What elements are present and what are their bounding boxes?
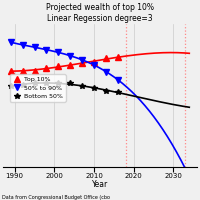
Bottom 50% xyxy=(45,82,48,85)
Bottom 50% xyxy=(81,85,83,87)
Top 10% xyxy=(45,67,48,70)
Bottom 50% xyxy=(21,83,24,86)
Top 10% xyxy=(105,57,107,60)
50% to 90% xyxy=(57,51,60,53)
Legend: Top 10%, 50% to 90%, Bottom 50%: Top 10%, 50% to 90%, Bottom 50% xyxy=(10,74,66,102)
Top 10% xyxy=(81,62,83,65)
Top 10% xyxy=(33,70,36,72)
Top 10% xyxy=(10,70,12,72)
Top 10% xyxy=(21,70,24,72)
Top 10% xyxy=(93,61,95,63)
Top 10% xyxy=(117,56,119,58)
Bottom 50% xyxy=(117,91,119,93)
50% to 90% xyxy=(69,55,71,57)
Text: Data from Congressional Budget Office (cbo: Data from Congressional Budget Office (c… xyxy=(2,195,110,200)
50% to 90% xyxy=(21,44,24,46)
50% to 90% xyxy=(105,71,107,73)
Line: 50% to 90%: 50% to 90% xyxy=(8,40,121,82)
Bottom 50% xyxy=(93,87,95,89)
Bottom 50% xyxy=(10,85,12,87)
50% to 90% xyxy=(117,78,119,81)
Line: Bottom 50%: Bottom 50% xyxy=(8,81,121,95)
Line: Top 10%: Top 10% xyxy=(8,54,121,74)
Bottom 50% xyxy=(33,82,36,85)
X-axis label: Year: Year xyxy=(92,180,108,189)
Top 10% xyxy=(57,65,60,67)
Title: Projected wealth of top 10%
Linear Regession degree=3: Projected wealth of top 10% Linear Reges… xyxy=(46,3,154,23)
50% to 90% xyxy=(10,41,12,43)
Bottom 50% xyxy=(69,82,71,85)
Top 10% xyxy=(69,63,71,66)
Bottom 50% xyxy=(57,82,60,85)
50% to 90% xyxy=(45,49,48,51)
50% to 90% xyxy=(33,46,36,48)
Bottom 50% xyxy=(105,90,107,92)
50% to 90% xyxy=(81,58,83,61)
50% to 90% xyxy=(93,63,95,66)
